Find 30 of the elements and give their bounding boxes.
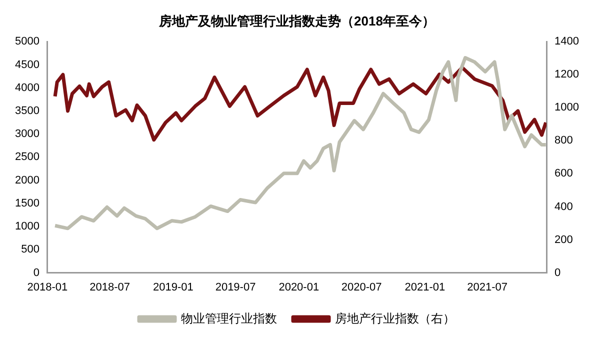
x-tick-label: 2021-07: [467, 281, 508, 294]
y-tick-label: 4000: [14, 82, 40, 94]
y2-tick-label: 1400: [554, 36, 580, 48]
y2-tick-label: 200: [554, 234, 573, 246]
x-tick-label: 2019-01: [152, 281, 194, 294]
y2-tick-label: 1000: [554, 102, 580, 114]
x-tick-label: 2018-01: [27, 281, 68, 294]
x-tick-label: 2020-01: [278, 281, 320, 294]
y-tick-label: 2000: [14, 174, 40, 186]
y-tick-label: 4500: [14, 58, 40, 71]
y-tick-label: 3500: [14, 104, 40, 117]
y-tick-label: 1500: [14, 197, 40, 210]
x-tick-label: 2018-07: [90, 281, 130, 294]
legend-label: 房地产行业指数（右）: [335, 311, 455, 326]
y2-tick-label: 1200: [554, 68, 580, 81]
y-tick-label: 5000: [14, 36, 40, 48]
x-tick-label: 2019-07: [215, 281, 256, 294]
y-tick-label: 0: [33, 266, 40, 279]
y-tick-label: 1000: [14, 220, 40, 233]
x-tick-label: 2020-07: [341, 281, 382, 294]
legend-label: 物业管理行业指数: [181, 311, 277, 326]
x-tick-label: 2021-01: [404, 281, 446, 294]
y2-tick-label: 600: [554, 168, 573, 180]
y-tick-label: 500: [21, 244, 40, 256]
y-tick-label: 3000: [14, 128, 40, 140]
y2-tick-label: 800: [554, 134, 573, 147]
y2-tick-label: 0: [554, 266, 561, 279]
y-tick-label: 2500: [14, 151, 40, 164]
y2-tick-label: 400: [554, 200, 573, 213]
chart-title: 房地产及物业管理行业指数走势（2018年至今）: [158, 13, 435, 28]
